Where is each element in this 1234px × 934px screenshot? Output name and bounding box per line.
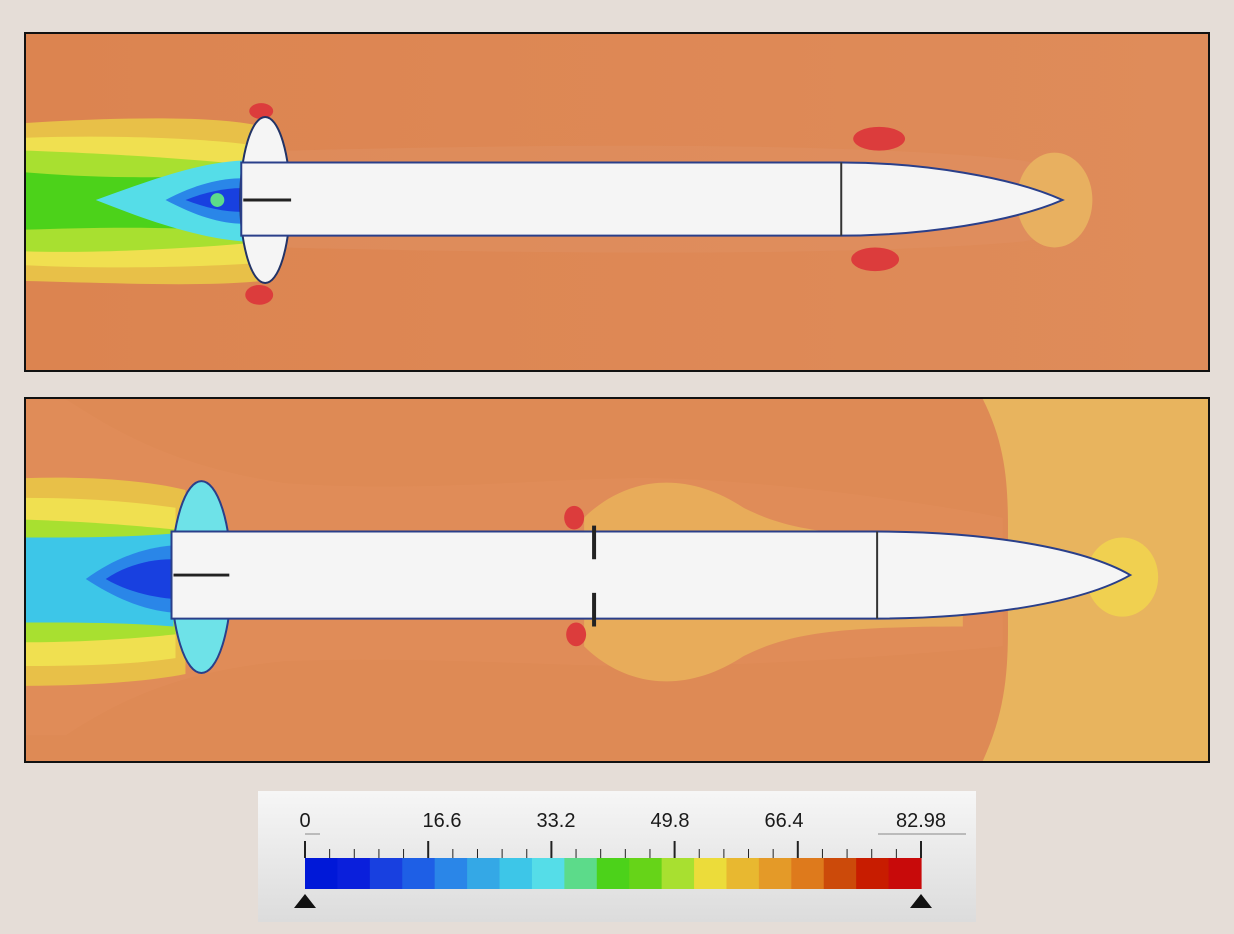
color-band [434, 858, 468, 889]
color-band [337, 858, 371, 889]
color-band [402, 858, 436, 889]
wake-contour-deepblue [105, 559, 172, 599]
missile-body [170, 530, 1133, 620]
max-range-handle[interactable] [910, 894, 932, 908]
color-band [564, 858, 598, 889]
contour-plot-top [26, 34, 1208, 370]
contour-plot-bottom [26, 399, 1208, 761]
tick-label-5: 82.98 [896, 810, 946, 832]
color-band [499, 858, 533, 889]
color-band [791, 858, 825, 889]
min-range-handle[interactable] [294, 894, 316, 908]
pressure-spot-canard-bottom [851, 247, 900, 272]
pressure-spot-fin-top [249, 103, 274, 119]
color-legend: 0 16.6 33.2 49.8 66.4 82.98 [258, 791, 976, 922]
color-band [694, 858, 728, 889]
color-band [369, 858, 403, 889]
tick-label-3: 49.8 [651, 810, 690, 832]
contour-panel-bottom [24, 397, 1210, 763]
pressure-spot-canard-bottom [566, 622, 587, 647]
tick-label-4: 66.4 [765, 810, 804, 832]
color-band [856, 858, 890, 889]
color-band [726, 858, 760, 889]
missile-body [240, 161, 1065, 237]
color-band [823, 858, 857, 889]
contour-panel-top [24, 32, 1210, 372]
tick-label-1: 16.6 [423, 810, 462, 832]
wake-core [210, 193, 225, 207]
tick-label-2: 33.2 [537, 810, 576, 832]
color-band [596, 858, 630, 889]
pressure-spot-fin-bottom [245, 285, 274, 305]
color-band [888, 858, 922, 889]
color-band [629, 858, 663, 889]
color-band [661, 858, 695, 889]
pressure-spot-canard-top [564, 505, 585, 530]
color-band [531, 858, 565, 889]
color-band [758, 858, 792, 889]
tick-label-0: 0 [299, 810, 310, 832]
colorbar: 0 16.6 33.2 49.8 66.4 82.98 [294, 810, 966, 908]
pressure-spot-canard-top [853, 126, 906, 151]
color-band [467, 858, 501, 889]
color-band [305, 858, 339, 889]
